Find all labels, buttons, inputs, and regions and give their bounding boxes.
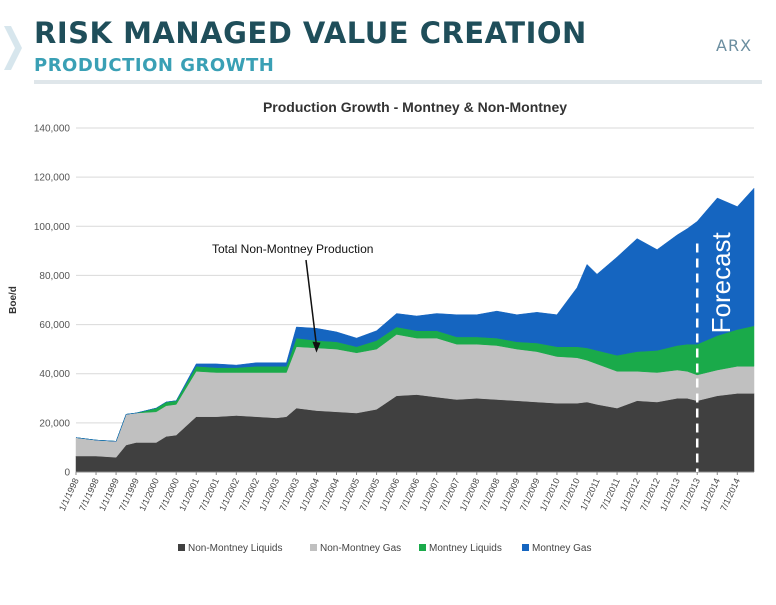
legend-swatch (419, 544, 426, 551)
annotation-label: Total Non-Montney Production (212, 242, 373, 256)
chart-svg: Production Growth - Montney & Non-Montne… (8, 99, 755, 554)
legend-swatch (310, 544, 317, 551)
legend-swatch (178, 544, 185, 551)
y-tick-label: 100,000 (34, 222, 71, 233)
header-divider (34, 80, 762, 84)
legend-label: Montney Liquids (429, 543, 502, 554)
y-tick-label: 40,000 (39, 369, 70, 380)
company-logo: ARX (716, 36, 753, 55)
y-tick-label: 80,000 (39, 271, 70, 282)
legend-swatch (522, 544, 529, 551)
forecast-label: Forecast (706, 231, 736, 333)
area-series-montney-gas (75, 187, 755, 442)
y-tick-label: 120,000 (34, 173, 71, 184)
chevron-icon (4, 26, 22, 70)
legend-label: Non-Montney Gas (320, 543, 401, 554)
page-title: RISK MANAGED VALUE CREATION (34, 16, 587, 50)
legend-label: Montney Gas (532, 543, 591, 554)
y-tick-label: 0 (64, 468, 70, 479)
y-tick-label: 20,000 (39, 418, 70, 429)
annotation-arrow-line (305, 259, 318, 346)
y-tick-label: 140,000 (34, 124, 71, 135)
x-tick-label: 7/1/2014 (718, 477, 742, 513)
legend-label: Non-Montney Liquids (188, 543, 283, 554)
page-subtitle: PRODUCTION GROWTH (34, 55, 275, 76)
production-chart: Production Growth - Montney & Non-Montne… (0, 90, 776, 600)
chart-title: Production Growth - Montney & Non-Montne… (263, 99, 567, 115)
y-tick-label: 60,000 (39, 320, 70, 331)
y-axis-label: Boe/d (8, 286, 19, 314)
annotation-arrow-head (312, 341, 321, 353)
